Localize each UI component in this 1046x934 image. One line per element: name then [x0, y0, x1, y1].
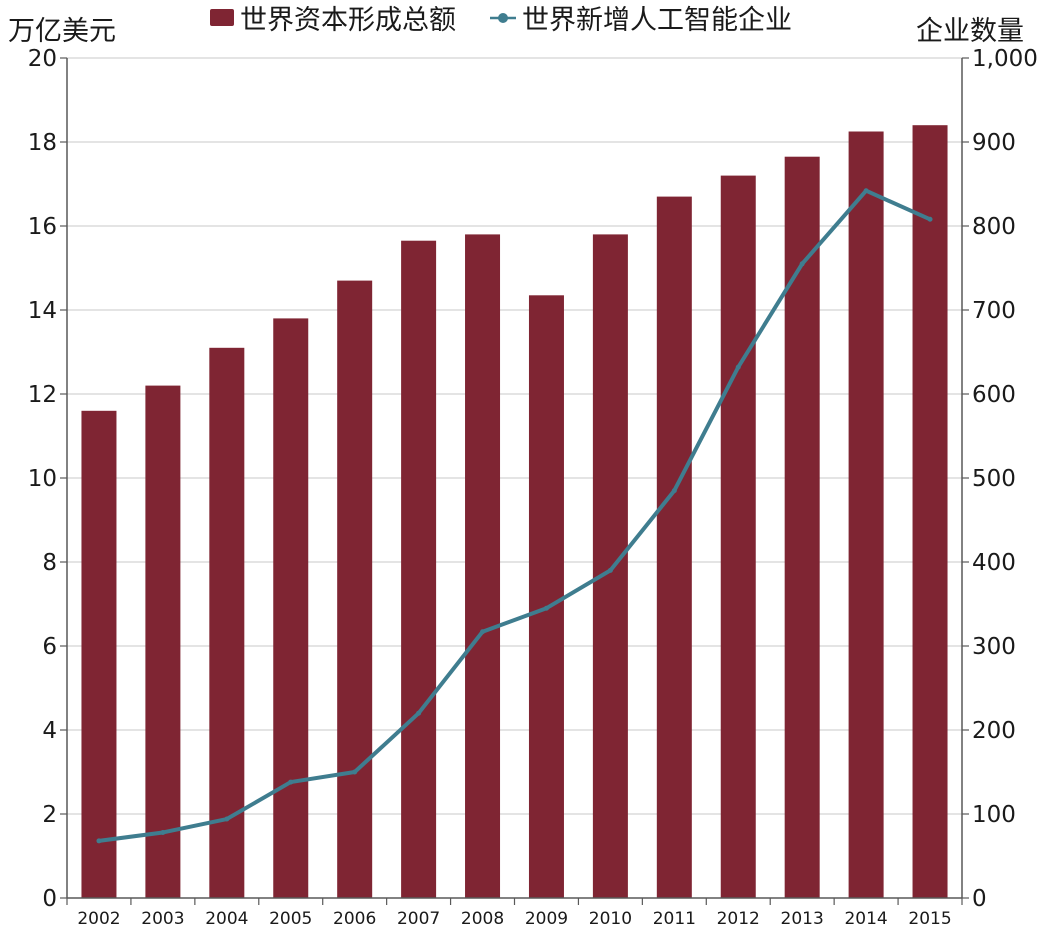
x-tick-label: 2002 [77, 909, 120, 929]
bar [273, 318, 309, 898]
right-tick-label: 600 [972, 382, 1016, 408]
right-tick-label: 700 [972, 298, 1016, 324]
left-tick-label: 14 [28, 298, 57, 324]
left-tick-label: 16 [28, 214, 57, 240]
right-tick-label: 100 [972, 802, 1016, 828]
line-point [543, 605, 549, 611]
line-point [352, 769, 358, 775]
x-tick-label: 2010 [589, 909, 632, 929]
bar [720, 175, 756, 899]
legend-line-label: 世界新增人工智能企业 [522, 5, 792, 36]
x-tick-label: 2004 [205, 909, 248, 929]
legend-line-marker [498, 13, 508, 23]
bar-series [81, 125, 948, 899]
left-axis-ticks: 0 2 4 6 8 10 12 14 16 18 20 [28, 46, 67, 912]
x-tick-label: 2013 [781, 909, 824, 929]
series-line [98, 188, 931, 843]
left-tick-label: 18 [28, 130, 57, 156]
left-tick-label: 4 [42, 718, 57, 744]
left-tick-label: 2 [42, 802, 57, 828]
left-tick-label: 20 [28, 46, 57, 72]
right-tick-label: 400 [972, 550, 1016, 576]
right-tick-label: 300 [972, 634, 1016, 660]
line-point [799, 261, 805, 267]
line-point [160, 829, 166, 835]
right-tick-label: 1,000 [972, 46, 1038, 72]
line-point [416, 710, 422, 716]
gridlines [67, 57, 962, 815]
line-point [96, 838, 102, 844]
line-point [927, 216, 933, 222]
legend: 世界资本形成总额 世界新增人工智能企业 [210, 5, 792, 36]
x-tick-label: 2009 [525, 909, 568, 929]
left-axis-title: 万亿美元 [8, 16, 116, 47]
bar [528, 295, 564, 898]
x-tick-label: 2005 [269, 909, 312, 929]
bar [209, 347, 245, 898]
bar [81, 410, 117, 898]
line-point [224, 816, 230, 822]
x-tick-label: 2008 [461, 909, 504, 929]
right-tick-label: 900 [972, 130, 1016, 156]
line-point [671, 488, 677, 494]
line-series [96, 188, 933, 844]
x-tick-label: 2012 [717, 909, 760, 929]
x-tick-label: 2006 [333, 909, 376, 929]
line-point [863, 188, 869, 194]
right-axis-ticks: 0 100 200 300 400 500 600 700 800 900 1,000 [962, 46, 1038, 912]
line-point [607, 567, 613, 573]
legend-bar-label: 世界资本形成总额 [240, 5, 456, 36]
left-tick-label: 6 [42, 634, 57, 660]
bar [848, 131, 884, 898]
right-axis-title: 企业数量 [916, 16, 1024, 47]
line-point [288, 779, 294, 785]
bar [465, 234, 501, 898]
left-tick-label: 12 [28, 382, 57, 408]
legend-bar-swatch [210, 9, 234, 26]
bar [337, 280, 373, 899]
left-tick-label: 10 [28, 466, 57, 492]
bar [145, 385, 181, 899]
bar [784, 156, 820, 898]
x-axis-ticks: 2002 2003 2004 2005 2006 2007 2008 2009 2010 2011… [66, 898, 963, 929]
right-tick-label: 200 [972, 718, 1016, 744]
bar [592, 234, 628, 898]
bar [656, 196, 692, 899]
right-tick-label: 0 [972, 886, 987, 912]
x-tick-label: 2014 [844, 909, 887, 929]
x-tick-label: 2007 [397, 909, 440, 929]
left-tick-label: 0 [42, 886, 57, 912]
bar [401, 240, 437, 898]
right-tick-label: 800 [972, 214, 1016, 240]
right-tick-label: 500 [972, 466, 1016, 492]
line-point [735, 364, 741, 370]
x-tick-label: 2011 [653, 909, 696, 929]
left-tick-label: 8 [42, 550, 57, 576]
bar [912, 125, 948, 898]
x-tick-label: 2003 [141, 909, 184, 929]
line-point [480, 629, 486, 635]
x-tick-label: 2015 [908, 909, 951, 929]
